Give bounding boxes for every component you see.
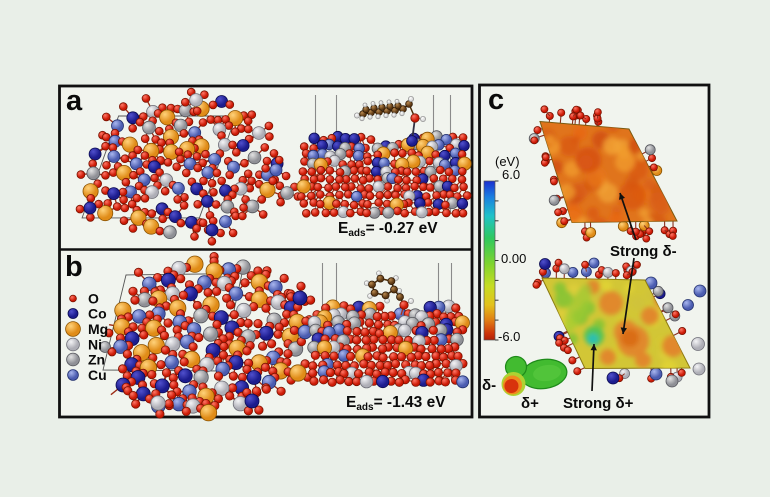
svg-text:a: a	[66, 85, 83, 117]
svg-text:b: b	[65, 251, 83, 283]
svg-text:-6.0: -6.0	[498, 329, 520, 344]
svg-text:Zn: Zn	[88, 352, 105, 368]
svg-text:c: c	[488, 84, 504, 116]
svg-text:6.0: 6.0	[502, 167, 520, 182]
svg-text:O: O	[88, 291, 99, 307]
svg-text:Mg: Mg	[88, 321, 108, 337]
svg-text:Strong δ-: Strong δ-	[610, 243, 677, 260]
svg-text:δ-: δ-	[482, 377, 496, 394]
svg-text:Strong δ+: Strong δ+	[563, 395, 634, 412]
svg-text:Cu: Cu	[88, 367, 107, 383]
svg-text:0.00: 0.00	[501, 251, 526, 266]
svg-text:Ni: Ni	[88, 337, 102, 353]
svg-text:δ+: δ+	[521, 395, 539, 412]
svg-text:Co: Co	[88, 306, 107, 322]
